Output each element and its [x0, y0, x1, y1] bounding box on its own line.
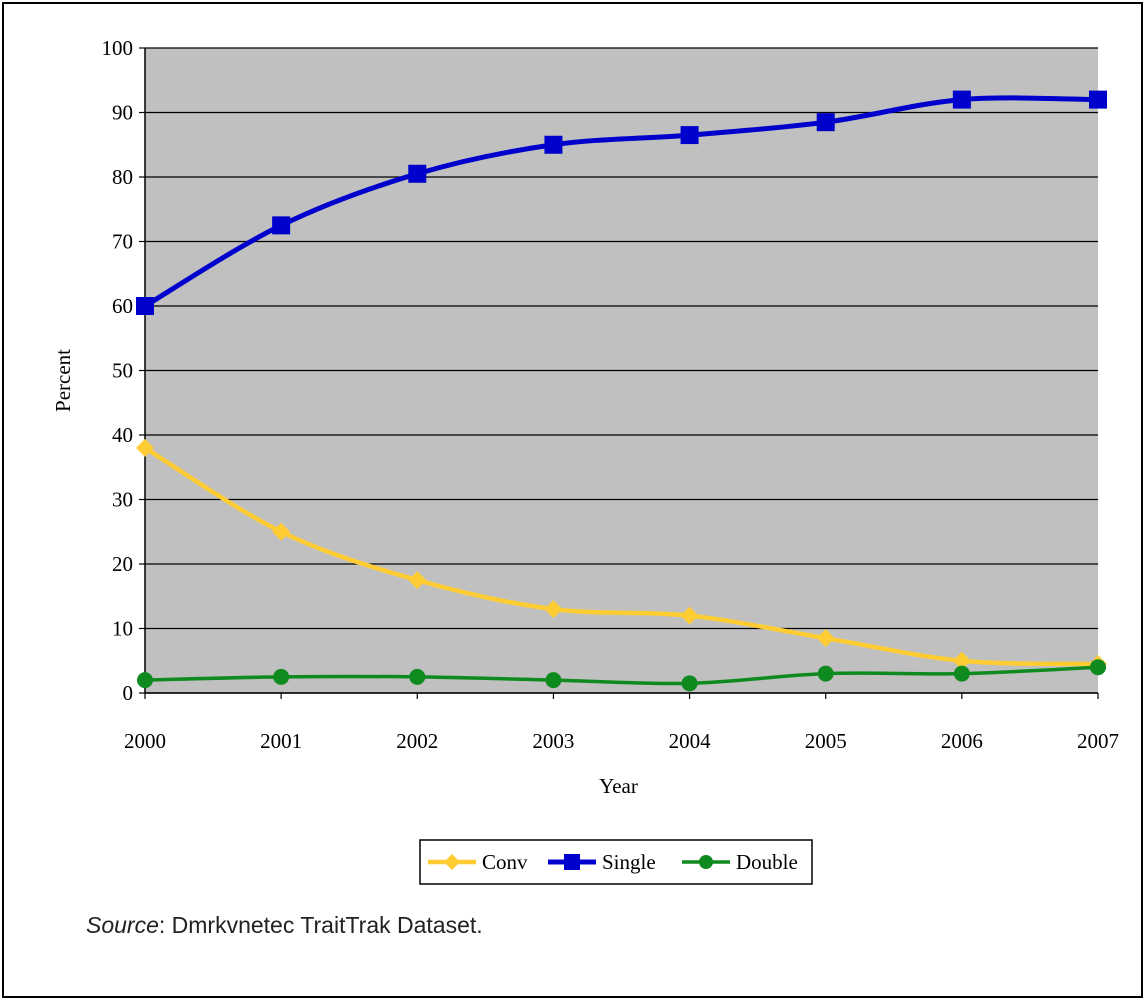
data-point-single [680, 126, 699, 145]
legend-label-double: Double [736, 850, 798, 874]
data-point-conv [408, 571, 427, 590]
data-point-double [817, 665, 834, 682]
data-point-single [408, 164, 427, 183]
data-point-conv [680, 606, 699, 625]
data-point-double [409, 668, 426, 685]
data-point-double [545, 672, 562, 689]
data-point-conv [952, 651, 971, 670]
y-axis-ticks: 0 10 20 30 40 50 60 70 80 90 100 [102, 36, 145, 705]
x-tick-label: 2006 [941, 729, 983, 753]
y-tick-label: 60 [112, 294, 133, 318]
y-tick-label: 10 [112, 617, 133, 641]
data-point-single [816, 113, 835, 132]
y-tick-label: 50 [112, 359, 133, 383]
source-text: : Dmrkvnetec TraitTrak Dataset. [158, 912, 483, 938]
legend-marker-single [564, 854, 580, 870]
data-point-double [137, 672, 153, 689]
data-point-double [1090, 659, 1106, 676]
source-label: Source [86, 912, 159, 938]
data-point-single [544, 135, 563, 154]
x-axis-ticks: 2000 2001 2002 2003 2004 2005 2006 2007 [124, 693, 1119, 753]
legend-label-single: Single [602, 850, 656, 874]
y-tick-label: 20 [112, 552, 133, 576]
x-tick-label: 2004 [669, 729, 712, 753]
y-tick-label: 70 [112, 230, 133, 254]
data-point-double [273, 668, 290, 685]
data-point-conv [272, 522, 291, 541]
series-line-conv [143, 445, 1099, 667]
series-markers [136, 90, 1107, 692]
x-tick-label: 2001 [260, 729, 302, 753]
legend-box [419, 839, 813, 885]
x-tick-label: 2003 [532, 729, 574, 753]
y-tick-label: 90 [112, 101, 133, 125]
gridlines [144, 47, 1098, 694]
legend-marker-double [699, 855, 713, 869]
y-tick-label: 30 [112, 488, 133, 512]
y-tick-label: 100 [102, 36, 134, 60]
y-tick-label: 80 [112, 165, 133, 189]
x-axis-title: Year [599, 774, 638, 798]
x-tick-label: 2007 [1077, 729, 1119, 753]
legend: Conv Single Double [419, 839, 813, 885]
data-point-conv [544, 600, 563, 619]
data-point-double [953, 665, 970, 682]
y-tick-label: 40 [112, 423, 133, 447]
x-tick-label: 2002 [396, 729, 438, 753]
data-point-conv [136, 438, 154, 457]
data-point-single [952, 90, 971, 109]
x-tick-label: 2005 [805, 729, 847, 753]
data-point-single [272, 216, 291, 235]
data-point-single [1089, 90, 1107, 109]
legend-label-conv: Conv [482, 850, 528, 874]
source-note: Source: Dmrkvnetec TraitTrak Dataset. [86, 912, 483, 939]
data-point-single [136, 297, 154, 315]
series-line-double [144, 665, 1099, 686]
y-tick-label: 0 [123, 681, 134, 705]
legend-marker-conv [444, 854, 460, 870]
y-axis-title: Percent [51, 349, 75, 412]
x-tick-label: 2000 [124, 729, 166, 753]
data-point-double [681, 675, 698, 692]
data-point-conv [816, 629, 835, 648]
